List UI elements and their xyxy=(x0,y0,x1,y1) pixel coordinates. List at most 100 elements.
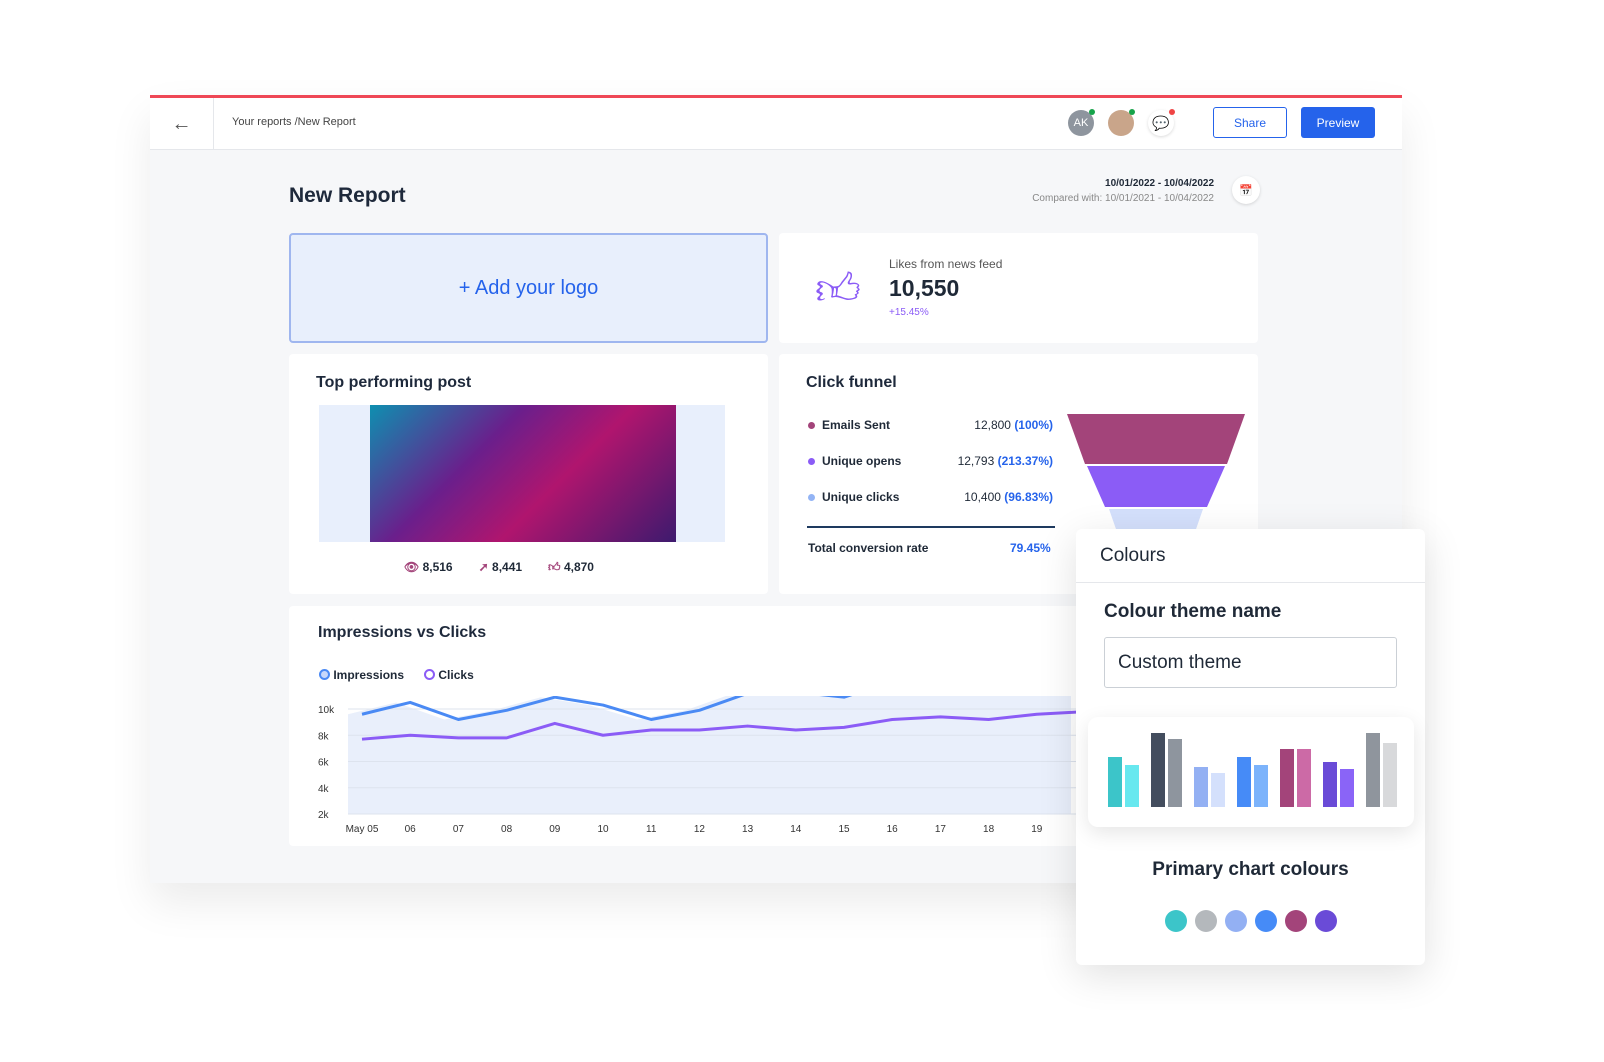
theme-name-label: Colour theme name xyxy=(1104,601,1282,622)
colour-swatches xyxy=(1076,910,1425,937)
x-tick-label: May 05 xyxy=(346,824,379,835)
y-tick-label: 8k xyxy=(318,731,330,742)
colours-panel: Colours Colour theme name Primary chart … xyxy=(1076,529,1425,965)
share-arrow-icon: ➚ xyxy=(478,560,489,574)
shares-value: 8,441 xyxy=(492,560,523,574)
likes-stat: 👍︎ 4,870 xyxy=(548,560,594,575)
x-tick-label: 15 xyxy=(838,824,850,835)
likes-label: Likes from news feed xyxy=(889,257,1003,271)
series-line-clicks xyxy=(361,710,1086,741)
funnel-value: 10,400 (96.83%) xyxy=(964,490,1053,504)
likes-widget: 👍︎ Likes from news feed 10,550 +15.45% xyxy=(779,233,1258,343)
theme-bar xyxy=(1254,765,1268,807)
x-tick-label: 13 xyxy=(742,824,754,835)
likes-value: 10,550 xyxy=(889,275,960,301)
funnel-label: Unique clicks xyxy=(822,490,900,504)
x-tick-label: 19 xyxy=(1031,824,1043,835)
x-tick-label: 10 xyxy=(597,824,609,835)
theme-bar xyxy=(1211,773,1225,807)
likes-value: 4,870 xyxy=(563,560,594,574)
funnel-row: Unique opens 12,793 (213.37%) xyxy=(808,454,1053,468)
theme-name-input[interactable] xyxy=(1104,637,1397,688)
x-tick-label: 12 xyxy=(694,824,706,835)
theme-bar xyxy=(1366,733,1380,807)
date-range-value: 10/01/2022 - 10/04/2022 xyxy=(1105,178,1214,189)
colour-swatch[interactable] xyxy=(1194,910,1217,932)
funnel-stage-1 xyxy=(1067,414,1245,464)
add-logo-button[interactable]: + Add your logo xyxy=(289,233,768,343)
theme-bar xyxy=(1151,733,1165,807)
breadcrumb[interactable]: Your reports /New Report xyxy=(232,116,356,128)
theme-bar xyxy=(1168,739,1182,807)
date-range[interactable]: 10/01/2022 - 10/04/2022 Compared with: 1… xyxy=(1032,178,1214,204)
funnel-row: Unique clicks 10,400 (96.83%) xyxy=(808,490,1053,504)
panel-title: Colours xyxy=(1100,545,1166,566)
legend-label: Impressions xyxy=(333,668,405,682)
comments-icon[interactable]: 💬 xyxy=(1148,109,1175,136)
colour-swatch[interactable] xyxy=(1314,910,1337,932)
post-image-frame[interactable] xyxy=(319,405,725,542)
views-value: 8,516 xyxy=(422,560,453,574)
compare-range: Compared with: 10/01/2021 - 10/04/2022 xyxy=(1032,193,1214,204)
avatar-initials: AK xyxy=(1073,117,1089,129)
x-tick-label: 16 xyxy=(887,824,899,835)
theme-bar xyxy=(1340,769,1354,807)
legend-label: Clicks xyxy=(438,668,474,682)
preview-button[interactable]: Preview xyxy=(1301,107,1375,138)
x-tick-label: 07 xyxy=(453,824,465,835)
x-tick-label: 18 xyxy=(983,824,995,835)
theme-bar xyxy=(1280,749,1294,807)
funnel-label: Unique opens xyxy=(822,454,902,468)
colour-swatch[interactable] xyxy=(1254,910,1277,932)
funnel-dot xyxy=(808,458,815,465)
primary-colours-label: Primary chart colours xyxy=(1152,859,1349,880)
total-value: 79.45% xyxy=(1010,541,1051,555)
theme-bar xyxy=(1108,757,1122,807)
widget-title: Click funnel xyxy=(806,374,897,391)
theme-bar xyxy=(1237,757,1251,807)
funnel-row: Emails Sent 12,800 (100%) xyxy=(808,418,1053,432)
top-bar: ← Your reports /New Report AK 💬 Share Pr… xyxy=(150,98,1402,150)
views-stat: 👁 8,516 xyxy=(404,560,453,575)
legend-impressions[interactable]: Impressions xyxy=(319,668,404,682)
theme-preview xyxy=(1088,717,1414,827)
page-title: New Report xyxy=(289,184,406,207)
widget-title: Top performing post xyxy=(316,374,472,391)
y-tick-label: 2k xyxy=(318,810,330,821)
chart-area xyxy=(348,696,1071,814)
theme-bar xyxy=(1383,743,1397,807)
funnel-dot xyxy=(808,494,815,501)
y-tick-label: 10k xyxy=(318,705,335,716)
avatar[interactable]: AK xyxy=(1068,109,1095,136)
theme-bar xyxy=(1194,767,1208,807)
y-tick-label: 4k xyxy=(318,784,330,795)
thumbs-up-icon: 👍︎ xyxy=(815,265,861,314)
y-tick-label: 6k xyxy=(318,758,330,769)
x-tick-label: 14 xyxy=(790,824,802,835)
funnel-dot xyxy=(808,422,815,429)
avatar-photo[interactable] xyxy=(1108,109,1135,136)
funnel-graphic xyxy=(1067,414,1245,532)
series-line-impressions xyxy=(361,696,853,721)
calendar-icon[interactable]: 📅 xyxy=(1232,176,1260,204)
funnel-value: 12,793 (213.37%) xyxy=(957,454,1053,468)
likes-change: +15.45% xyxy=(889,307,929,318)
colour-swatch[interactable] xyxy=(1284,910,1307,932)
x-tick-label: 08 xyxy=(501,824,513,835)
share-button[interactable]: Share xyxy=(1213,107,1287,138)
back-arrow-icon[interactable]: ← xyxy=(150,98,214,150)
eye-icon: 👁 xyxy=(404,560,420,574)
x-tick-label: 11 xyxy=(646,824,657,835)
funnel-stage-2 xyxy=(1087,466,1225,507)
funnel-value: 12,800 (100%) xyxy=(974,418,1053,432)
colour-swatch[interactable] xyxy=(1164,910,1187,932)
top-post-widget: Top performing post 👁 8,516 ➚ 8,441 👍︎ 4… xyxy=(289,354,768,594)
legend-clicks[interactable]: Clicks xyxy=(424,668,474,682)
total-label: Total conversion rate xyxy=(808,541,929,555)
x-tick-label: 06 xyxy=(405,824,417,835)
theme-bar xyxy=(1323,762,1337,807)
shares-stat: ➚ 8,441 xyxy=(479,560,522,575)
colour-swatch[interactable] xyxy=(1224,910,1247,932)
theme-bar xyxy=(1297,749,1311,807)
x-tick-label: 09 xyxy=(549,824,561,835)
